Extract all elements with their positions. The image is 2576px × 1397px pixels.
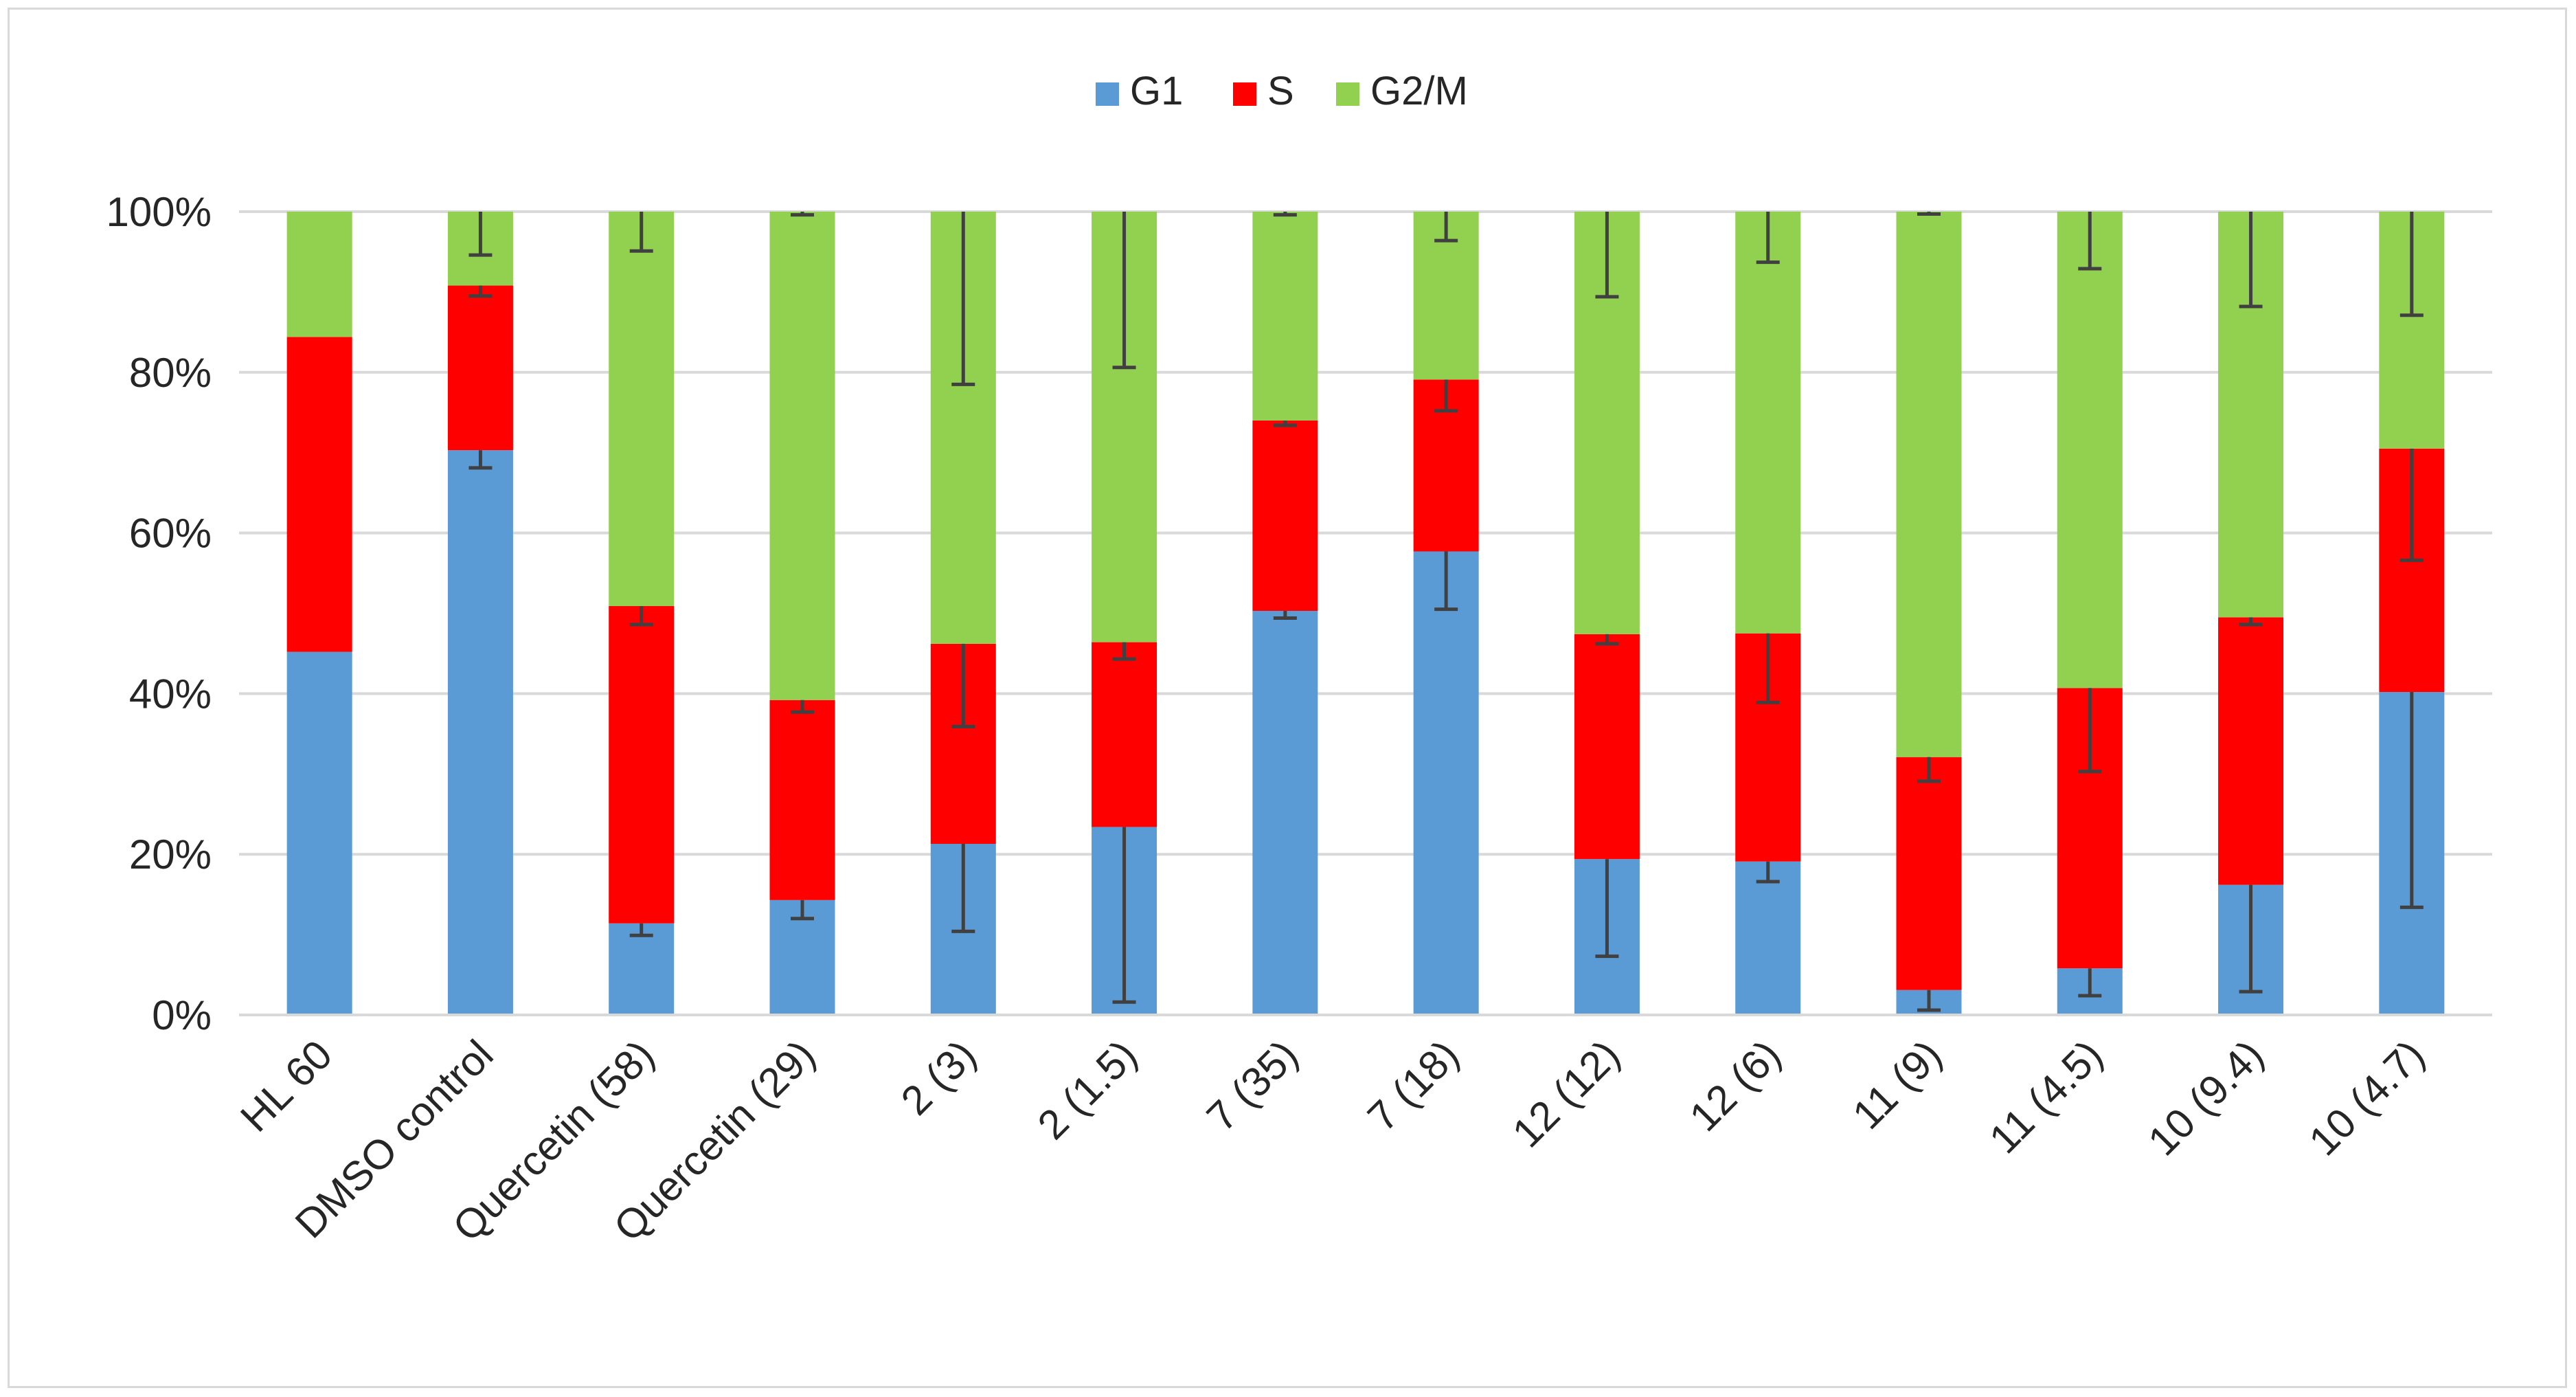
error-bar-g2-m-10-9-4 xyxy=(2239,212,2263,309)
bar-g1-7-35 xyxy=(1252,610,1318,1015)
bar-g1-dmso-control xyxy=(447,450,513,1015)
bar-g2-m-7-35 xyxy=(1252,212,1318,421)
y-tick-label-60: 60% xyxy=(129,511,212,557)
error-bar-g2-m-quercetin-29 xyxy=(791,212,814,217)
error-bar-s-11-9 xyxy=(1917,757,1941,783)
bar-s-12-12 xyxy=(1574,634,1640,860)
bar-s-10-9-4 xyxy=(2218,617,2284,885)
error-bar-g2-m-11-4-5 xyxy=(2078,212,2102,271)
bar-s-quercetin-29 xyxy=(769,700,835,900)
x-tick-label-7-35: 7 (35) xyxy=(1198,1031,1307,1140)
x-tick-label-7-18: 7 (18) xyxy=(1359,1031,1467,1140)
bar-s-2-1-5 xyxy=(1092,642,1157,827)
bar-s-quercetin-58 xyxy=(609,605,675,924)
error-bar-s-dmso-control xyxy=(468,285,493,298)
bar-g1-12-6 xyxy=(1735,861,1801,1015)
legend-label-g2-m: G2/M xyxy=(1370,69,1468,113)
error-bar-g1-10-9-4 xyxy=(2239,884,2263,994)
error-bar-g2-m-2-3 xyxy=(951,212,975,386)
legend-swatch-g2-m xyxy=(1336,82,1359,106)
error-bar-g2-m-11-9 xyxy=(1917,212,1941,216)
error-bar-g2-m-dmso-control xyxy=(468,212,493,257)
error-bar-g1-2-1-5 xyxy=(1112,827,1136,1004)
bars xyxy=(286,212,2445,1015)
error-bar-g2-m-7-35 xyxy=(1273,212,1297,217)
error-bar-s-2-1-5 xyxy=(1112,642,1136,661)
error-bar-g1-10-4-7 xyxy=(2399,692,2424,909)
error-bar-s-10-4-7 xyxy=(2399,448,2424,562)
error-bar-g1-quercetin-29 xyxy=(791,899,814,921)
error-bar-g1-2-3 xyxy=(951,844,975,933)
x-tick-label-10-4-7: 10 (4.7) xyxy=(2300,1031,2433,1165)
bar-g1-quercetin-58 xyxy=(609,923,675,1015)
x-tick-label-hl-60: HL 60 xyxy=(231,1031,341,1141)
bar-g2-m-hl-60 xyxy=(286,212,352,337)
bar-s-11-9 xyxy=(1896,757,1962,990)
error-bar-g2-m-10-4-7 xyxy=(2399,212,2424,317)
bar-g2-m-quercetin-58 xyxy=(609,212,675,606)
y-tick-label-40: 40% xyxy=(129,671,212,717)
error-bar-s-quercetin-58 xyxy=(629,605,653,627)
bar-g2-m-12-6 xyxy=(1735,212,1801,634)
error-bar-s-12-6 xyxy=(1756,633,1780,704)
error-bar-g2-m-7-18 xyxy=(1434,212,1458,243)
bar-g1-hl-60 xyxy=(286,651,352,1015)
x-tick-label-12-12: 12 (12) xyxy=(1504,1031,1629,1156)
y-tick-label-20: 20% xyxy=(129,831,212,878)
error-bar-g1-7-35 xyxy=(1273,610,1297,621)
error-bar-s-10-9-4 xyxy=(2239,617,2263,627)
error-bar-s-12-12 xyxy=(1595,634,1619,646)
legend-swatch-g1 xyxy=(1096,82,1119,106)
bar-g2-m-11-9 xyxy=(1896,212,1962,757)
error-bar-g2-m-12-6 xyxy=(1756,212,1780,265)
error-bars xyxy=(468,212,2424,1012)
x-tick-label-11-4-5: 11 (4.5) xyxy=(1980,1031,2111,1162)
bar-g2-m-11-4-5 xyxy=(2057,212,2123,689)
error-bar-g2-m-quercetin-58 xyxy=(629,212,653,253)
legend: G1 S G2/M xyxy=(1096,69,1468,113)
legend-label-g1: G1 xyxy=(1130,69,1183,113)
error-bar-g1-11-9 xyxy=(1917,990,1941,1012)
legend-item-s: S xyxy=(1233,69,1294,113)
error-bar-g2-m-12-12 xyxy=(1595,212,1619,299)
error-bar-s-2-3 xyxy=(951,643,975,728)
x-tick-label-11-9: 11 (9) xyxy=(1844,1031,1950,1138)
error-bar-s-11-4-5 xyxy=(2078,688,2102,774)
y-tick-label-80: 80% xyxy=(129,350,212,396)
error-bar-s-7-18 xyxy=(1434,379,1458,413)
x-tick-label-10-9-4: 10 (9.4) xyxy=(2139,1031,2272,1165)
x-tick-label-2-1-5: 2 (1.5) xyxy=(1029,1031,1146,1148)
legend-swatch-s xyxy=(1233,82,1256,106)
error-bar-g1-11-4-5 xyxy=(2078,968,2102,998)
bar-g1-7-18 xyxy=(1413,551,1479,1015)
bar-s-7-35 xyxy=(1252,420,1318,611)
x-tick-label-12-6: 12 (6) xyxy=(1681,1031,1789,1140)
x-tick-label-2-3: 2 (3) xyxy=(892,1031,985,1124)
bar-s-dmso-control xyxy=(447,285,513,451)
error-bar-s-7-35 xyxy=(1273,420,1297,427)
error-bar-g1-dmso-control xyxy=(468,450,493,470)
legend-label-s: S xyxy=(1267,69,1294,113)
error-bar-s-quercetin-29 xyxy=(791,700,814,714)
bar-g2-m-quercetin-29 xyxy=(769,212,835,700)
error-bar-g2-m-2-1-5 xyxy=(1112,212,1136,370)
legend-item-g1: G1 xyxy=(1096,69,1183,113)
error-bar-g1-7-18 xyxy=(1434,551,1458,612)
error-bar-g1-quercetin-58 xyxy=(629,923,653,937)
y-tick-label-100: 100% xyxy=(106,189,212,235)
bar-s-hl-60 xyxy=(286,337,352,652)
legend-item-g2-m: G2/M xyxy=(1336,69,1468,113)
y-tick-label-0: 0% xyxy=(152,992,212,1038)
error-bar-g1-12-12 xyxy=(1595,859,1619,959)
gridlines xyxy=(239,210,2492,856)
error-bar-g1-12-6 xyxy=(1756,861,1780,884)
